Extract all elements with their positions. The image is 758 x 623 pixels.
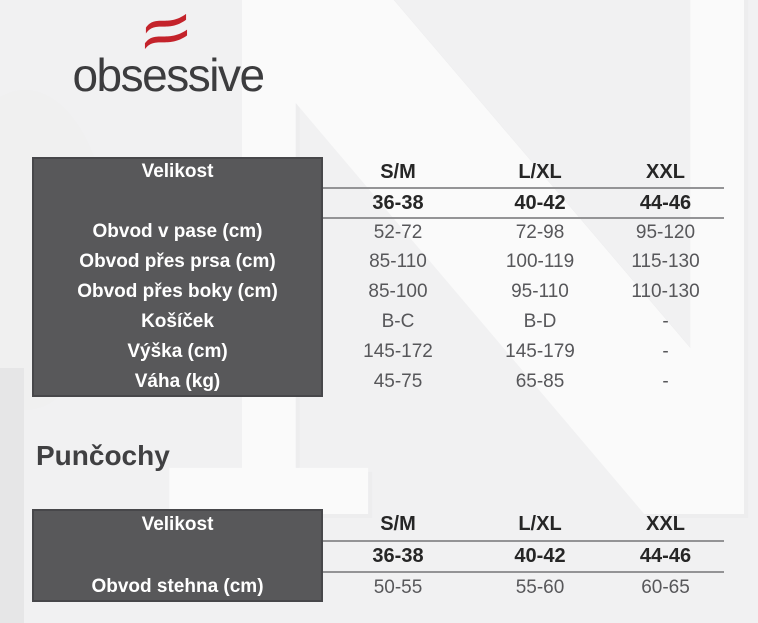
value-cell: 85-110 [369, 251, 427, 272]
column-header: L/XL [518, 160, 562, 183]
value-cell: 50-55 [323, 571, 473, 602]
value-cell: B-C [381, 311, 415, 332]
section-title-stockings: Punčochy [36, 440, 170, 471]
row-header-spacer [32, 540, 323, 571]
value-cell: 95-120 [607, 217, 724, 247]
value-cell: 60-65 [607, 571, 724, 602]
row-header-panel [32, 157, 323, 397]
row-label: Obvod stehna (cm) [91, 575, 264, 597]
value-cell: - [662, 371, 669, 392]
value-cell: 55-60 [473, 571, 607, 602]
table-header-label: Velikost [141, 161, 214, 182]
size-table-stockings: Velikost S/M L/XL XXL 36-38 40-42 44-46 Obvod s… [32, 509, 724, 602]
row-label: Obvod přes boky (cm) [77, 281, 278, 302]
brand-logo: obsessive [60, 10, 275, 105]
watermark-strip [0, 368, 24, 623]
size-range-cell: 40-42 [473, 187, 607, 217]
value-cell: 85-100 [368, 281, 428, 302]
value-cell: B-D [523, 311, 557, 332]
column-header: S/M [380, 513, 416, 535]
value-cell: 95-110 [511, 281, 569, 302]
size-table-main: Velikost S/M L/XL XXL 36-38 40-42 44-46 Obvod v… [32, 157, 724, 397]
value-cell: - [662, 311, 669, 332]
size-range-cell: 40-42 [473, 540, 607, 571]
size-range-cell: 36-38 [323, 187, 473, 217]
value-cell: 52-72 [323, 217, 473, 247]
value-cell: 145-172 [363, 341, 433, 362]
row-label: Výška (cm) [127, 341, 228, 362]
brand-name: obsessive [72, 49, 265, 101]
value-cell: - [662, 341, 669, 362]
column-header: XXL [646, 160, 685, 183]
value-cell: 115-130 [631, 251, 700, 272]
row-label: Košíček [141, 311, 214, 332]
size-range-cell: 36-38 [323, 540, 473, 571]
column-header: L/XL [518, 513, 562, 535]
size-range-cell: 44-46 [607, 187, 724, 217]
value-cell: 145-179 [505, 341, 575, 362]
value-cell: 45-75 [373, 371, 423, 392]
column-header: S/M [380, 160, 416, 183]
value-cell: 100-119 [505, 251, 575, 272]
row-label: Obvod přes prsa (cm) [79, 251, 276, 272]
row-label: Váha (kg) [134, 371, 221, 392]
value-cell: 72-98 [473, 217, 607, 247]
row-label: Obvod v pase (cm) [92, 221, 263, 242]
value-cell: 110-130 [631, 281, 700, 302]
flame-icon [144, 13, 188, 50]
column-header: XXL [646, 513, 685, 535]
row-header-panel [32, 509, 323, 602]
size-range-cell: 44-46 [607, 540, 724, 571]
row-header-spacer [32, 187, 323, 217]
table-header-label: Velikost [141, 513, 214, 535]
value-cell: 65-85 [515, 371, 565, 392]
